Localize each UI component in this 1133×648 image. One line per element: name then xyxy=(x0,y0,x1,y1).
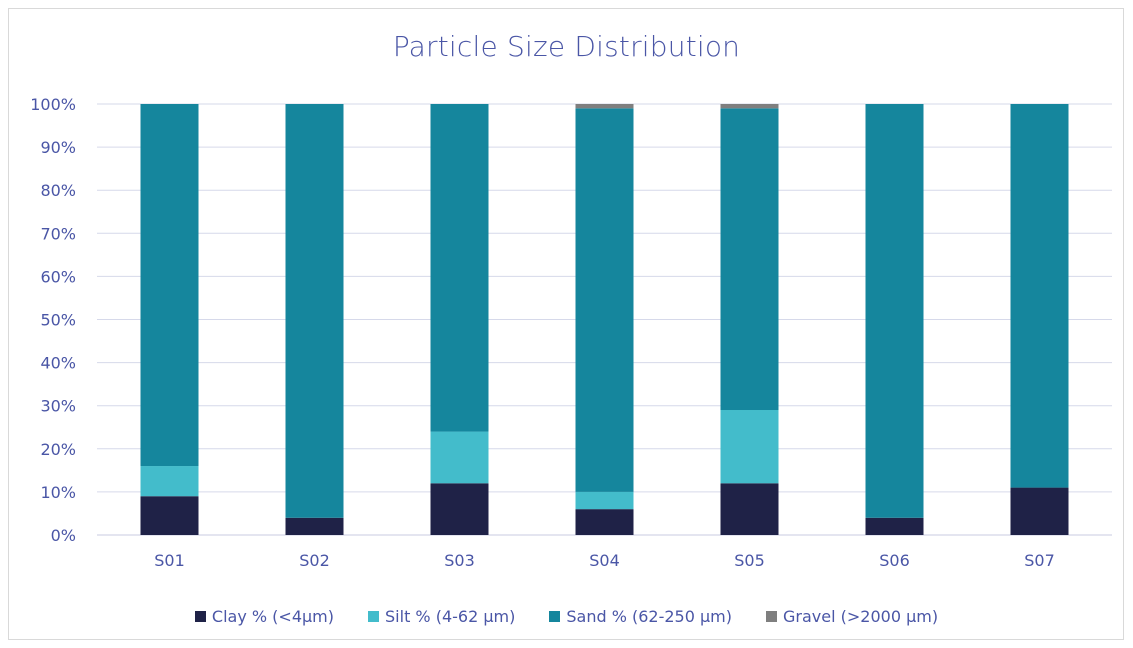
bar-segment xyxy=(1010,487,1069,535)
legend: Clay % (<4µm) Silt % (4-62 µm) Sand % (62-… xyxy=(0,603,1133,629)
x-tick-label: S05 xyxy=(734,551,765,570)
bar-stacks xyxy=(140,104,1069,535)
bar-segment xyxy=(720,483,779,535)
y-tick-label: 100% xyxy=(30,95,76,114)
y-tick-label: 50% xyxy=(40,311,76,330)
bar-segment xyxy=(575,509,634,535)
bar-segment xyxy=(430,483,489,535)
legend-item: Gravel (>2000 µm) xyxy=(766,607,938,626)
y-tick-label: 0% xyxy=(51,526,76,545)
y-axis-ticks: 0% 10% 20% 30% 40% 50% 60% 70% 80% 90% 100% xyxy=(30,95,76,545)
bar-segment xyxy=(865,517,924,535)
bar-segment xyxy=(575,491,634,510)
bar-segment xyxy=(720,108,779,411)
legend-label: Silt % (4-62 µm) xyxy=(385,606,516,626)
bar-segment xyxy=(140,104,199,467)
y-tick-label: 90% xyxy=(40,138,76,157)
y-tick-label: 80% xyxy=(40,181,76,200)
legend-item: Silt % (4-62 µm) xyxy=(368,607,515,626)
bar-segment xyxy=(140,496,199,535)
bar-segment xyxy=(575,104,634,109)
legend-label: Sand % (62-250 µm) xyxy=(566,606,732,626)
x-tick-label: S07 xyxy=(1024,551,1055,570)
bar-segment xyxy=(865,104,924,518)
x-tick-label: S02 xyxy=(299,551,330,570)
bar-segment xyxy=(430,104,489,432)
bar-segment xyxy=(1010,104,1069,488)
legend-swatch xyxy=(766,610,777,622)
x-tick-label: S03 xyxy=(444,551,475,570)
y-tick-label: 10% xyxy=(40,483,76,502)
y-tick-label: 40% xyxy=(40,354,76,373)
bar-segment xyxy=(575,108,634,492)
bar-segment xyxy=(285,517,344,535)
x-tick-label: S04 xyxy=(589,551,620,570)
legend-item: Sand % (62-250 µm) xyxy=(549,607,732,626)
y-tick-label: 20% xyxy=(40,440,76,459)
y-tick-label: 70% xyxy=(40,224,76,243)
bar-segment xyxy=(140,466,199,497)
bar-segment xyxy=(720,410,779,484)
legend-label: Gravel (>2000 µm) xyxy=(783,606,939,626)
legend-swatch xyxy=(549,610,561,622)
legend-item: Clay % (<4µm) xyxy=(194,606,335,626)
bar-segment xyxy=(720,104,779,109)
legend-label: Clay % (<4µm) xyxy=(211,606,335,626)
x-tick-label: S06 xyxy=(879,551,910,570)
y-tick-label: 60% xyxy=(40,267,76,286)
y-tick-label: 30% xyxy=(40,397,76,416)
chart-plot: 0% 10% 20% 30% 40% 50% 60% 70% 80% 90% 100% S01 S02… xyxy=(30,95,1112,570)
x-axis-ticks: S01 S02 S03 S04 S05 S06 S07 xyxy=(154,551,1055,570)
legend-swatch xyxy=(194,610,206,622)
legend-swatch xyxy=(368,610,380,622)
chart-title: Particle Size Distribution xyxy=(392,30,741,63)
x-tick-label: S01 xyxy=(154,551,185,570)
bar-segment xyxy=(430,431,489,484)
bar-segment xyxy=(285,104,344,518)
